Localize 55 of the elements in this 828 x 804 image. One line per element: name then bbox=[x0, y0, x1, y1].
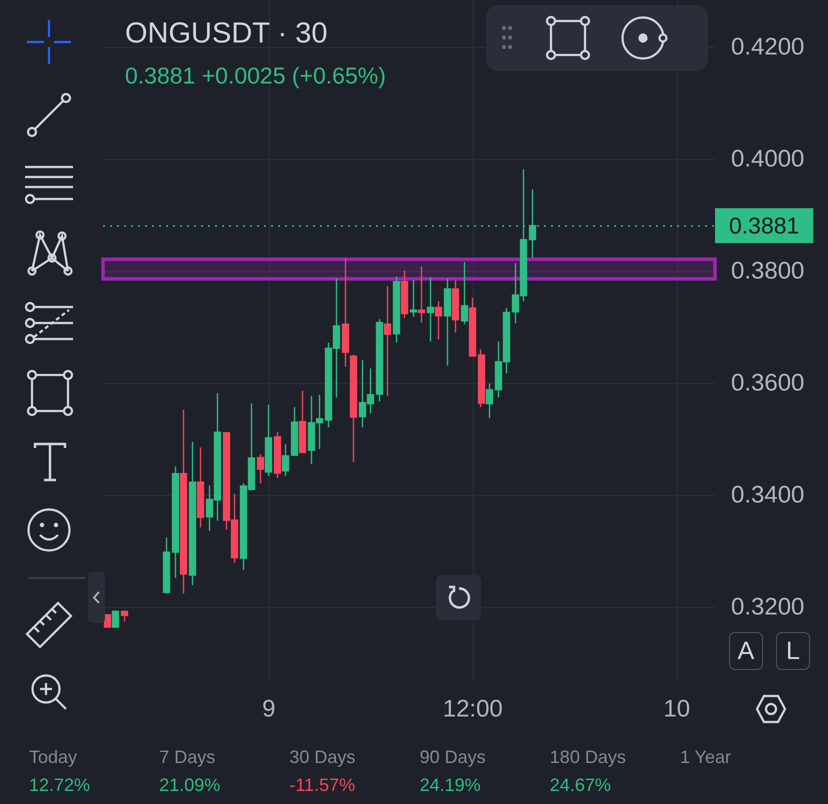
scale-button: L bbox=[776, 632, 810, 670]
y-tick-label: 0.3800 bbox=[731, 258, 804, 285]
text: -11.57% bbox=[289, 775, 356, 796]
candlestick bbox=[426, 276, 434, 342]
text: 24.19% bbox=[420, 775, 481, 796]
candlestick bbox=[444, 278, 452, 366]
candlestick bbox=[434, 300, 442, 340]
candlestick bbox=[290, 406, 298, 456]
y-tick-label: 0.3200 bbox=[731, 593, 804, 620]
candlestick bbox=[452, 280, 460, 334]
text: 180 Days bbox=[550, 747, 626, 768]
candlestick bbox=[104, 614, 112, 628]
candlestick bbox=[120, 610, 128, 622]
candlestick bbox=[486, 382, 494, 419]
candlestick bbox=[264, 404, 272, 477]
candlestick bbox=[180, 409, 188, 594]
x-tick-label: 12:00 bbox=[442, 696, 503, 722]
candlestick bbox=[478, 348, 486, 408]
x-tick-label: 10 bbox=[663, 696, 690, 722]
x-tick-label: 9 bbox=[262, 696, 276, 722]
text: 1 Year bbox=[680, 747, 732, 768]
candlestick bbox=[172, 466, 180, 578]
candlestick bbox=[392, 276, 400, 344]
y-tick-label: 0.4000 bbox=[731, 146, 804, 173]
candlestick bbox=[400, 270, 408, 319]
candlestick bbox=[350, 354, 358, 463]
candlestick bbox=[460, 261, 468, 325]
text: ONGUSDT · 30 bbox=[125, 18, 328, 50]
text: 90 Days bbox=[420, 747, 486, 768]
candlestick bbox=[188, 441, 196, 586]
text: 7 Days bbox=[159, 747, 216, 768]
candlestick bbox=[410, 279, 418, 318]
candlestick bbox=[298, 390, 306, 454]
candlestick bbox=[256, 453, 264, 484]
text: 21.09% bbox=[159, 775, 220, 796]
text: 0.3881 +0.0025 (+0.65%) bbox=[125, 62, 386, 88]
candlestick bbox=[274, 432, 282, 479]
y-tick-label: 0.4200 bbox=[731, 34, 804, 61]
candlestick bbox=[376, 318, 384, 402]
text: 30 Days bbox=[289, 747, 356, 768]
candlestick bbox=[282, 443, 290, 477]
candlestick bbox=[112, 610, 120, 628]
candlestick bbox=[384, 285, 392, 397]
text: Today bbox=[29, 747, 78, 768]
candlestick bbox=[196, 446, 204, 528]
candlestick bbox=[468, 297, 476, 357]
ref-line-label: 0.3881 bbox=[729, 212, 800, 239]
text: 24.67% bbox=[550, 775, 611, 796]
candlestick bbox=[342, 257, 350, 368]
text: 12.72% bbox=[29, 775, 90, 796]
candlestick bbox=[418, 266, 426, 324]
y-tick-label: 0.3600 bbox=[731, 369, 804, 396]
scale-button: A bbox=[729, 632, 763, 670]
candlestick bbox=[162, 536, 170, 594]
y-tick-label: 0.3400 bbox=[731, 481, 804, 508]
